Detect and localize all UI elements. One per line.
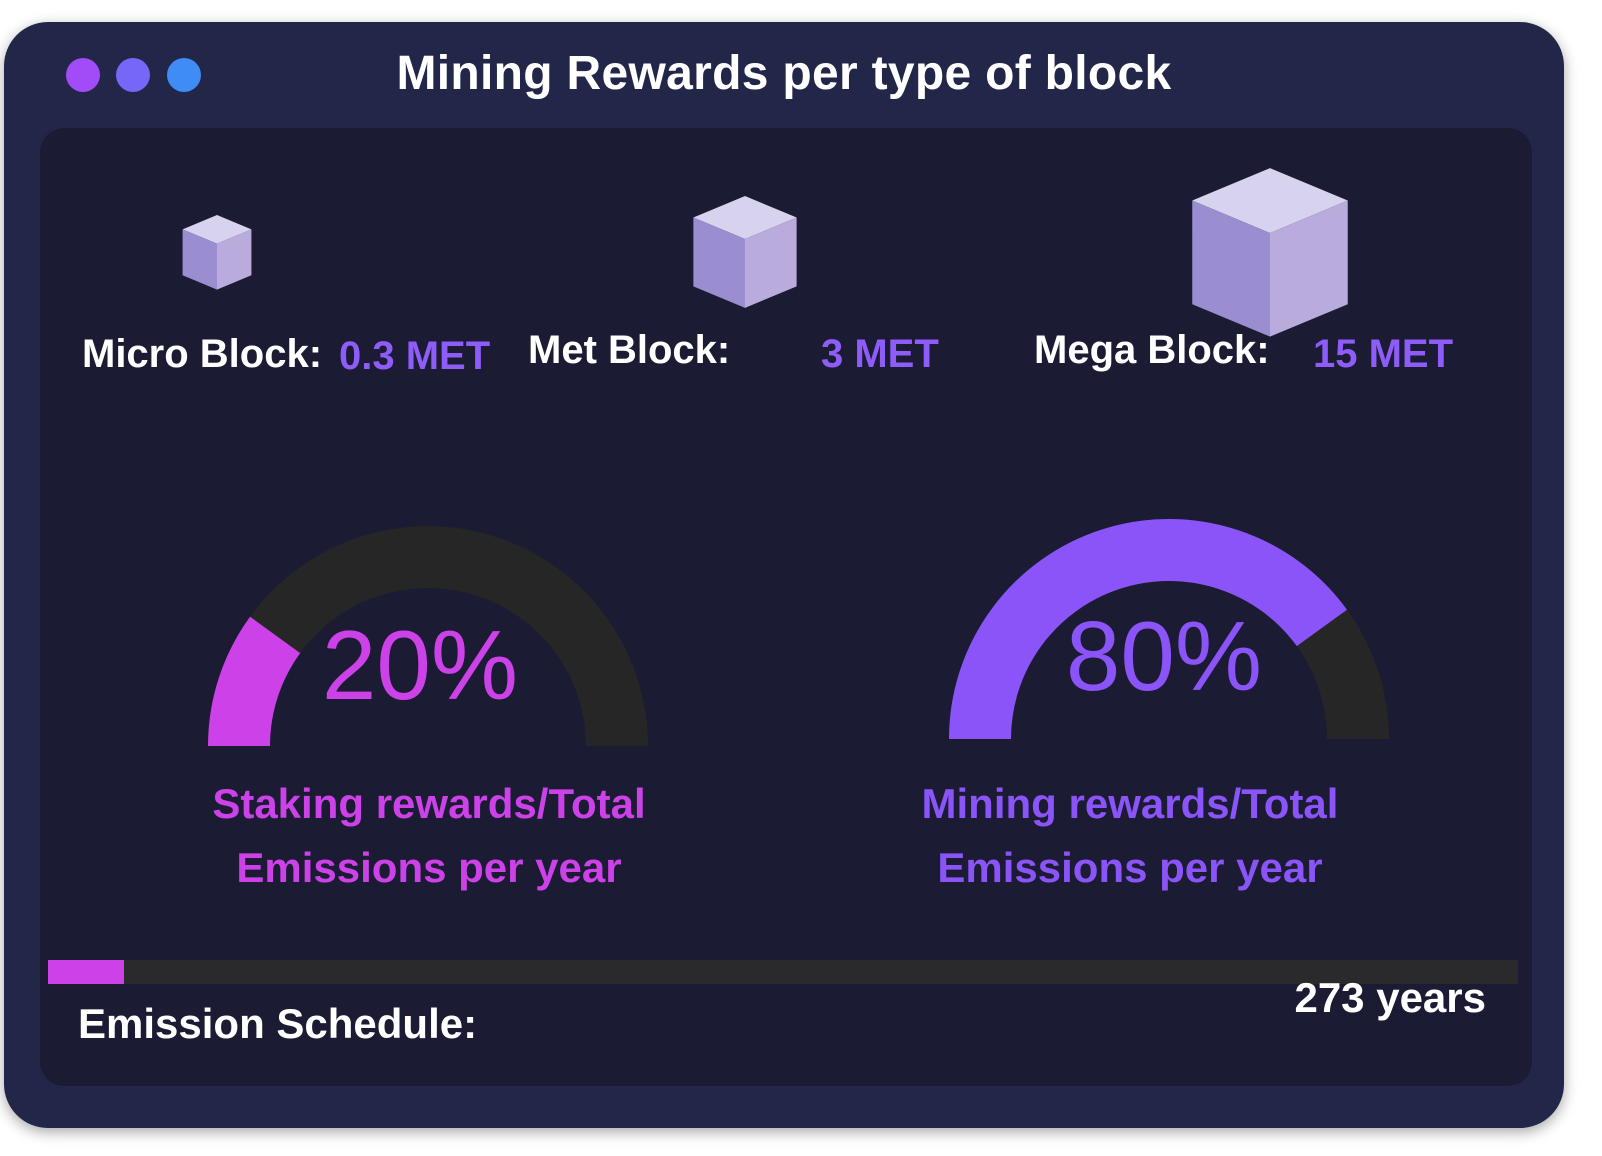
- gauge-fill: [208, 616, 301, 746]
- window-dot-purple[interactable]: [66, 58, 100, 92]
- window-title: Mining Rewards per type of block: [396, 47, 1172, 100]
- emission-progress-fill: [48, 960, 125, 984]
- emission-schedule-value: 273 years: [1294, 974, 1486, 1021]
- micro-block-label: Micro Block:: [82, 332, 323, 376]
- cube-icon: [182, 215, 252, 290]
- emission-schedule-label: Emission Schedule:: [78, 1000, 478, 1047]
- mega-block-label: Mega Block:: [1034, 328, 1270, 372]
- staking-caption-line1: Staking rewards/Total: [212, 780, 646, 827]
- app-window: Mining Rewards per type of block Micro B…: [4, 22, 1564, 1128]
- window-dot-indigo[interactable]: [116, 58, 150, 92]
- mining-gauge: [949, 519, 1389, 739]
- content-panel: Micro Block: 0.3 MET Met Block: 3 MET Me…: [38, 126, 1534, 1088]
- staking-gauge: [208, 526, 648, 746]
- staking-caption-line2: Emissions per year: [236, 844, 622, 891]
- mining-caption-line2: Emissions per year: [937, 844, 1323, 891]
- micro-block-value: 0.3 MET: [339, 334, 491, 378]
- mega-block-value: 15 MET: [1313, 332, 1454, 376]
- mining-caption-line1: Mining rewards/Total: [921, 780, 1339, 827]
- window-dot-blue[interactable]: [167, 58, 201, 92]
- cube-icon: [1192, 168, 1348, 337]
- mining-percent: 80%: [1065, 601, 1263, 711]
- mining-caption: Mining rewards/Total Emissions per year: [850, 772, 1410, 900]
- staking-percent: 20%: [321, 610, 519, 720]
- cube-icon: [693, 196, 797, 308]
- staking-caption: Staking rewards/Total Emissions per year: [149, 772, 709, 900]
- emission-progress-bar: [48, 960, 1518, 984]
- gauge-fill: [949, 519, 1347, 739]
- met-block-value: 3 MET: [821, 332, 939, 376]
- met-block-label: Met Block:: [528, 328, 731, 372]
